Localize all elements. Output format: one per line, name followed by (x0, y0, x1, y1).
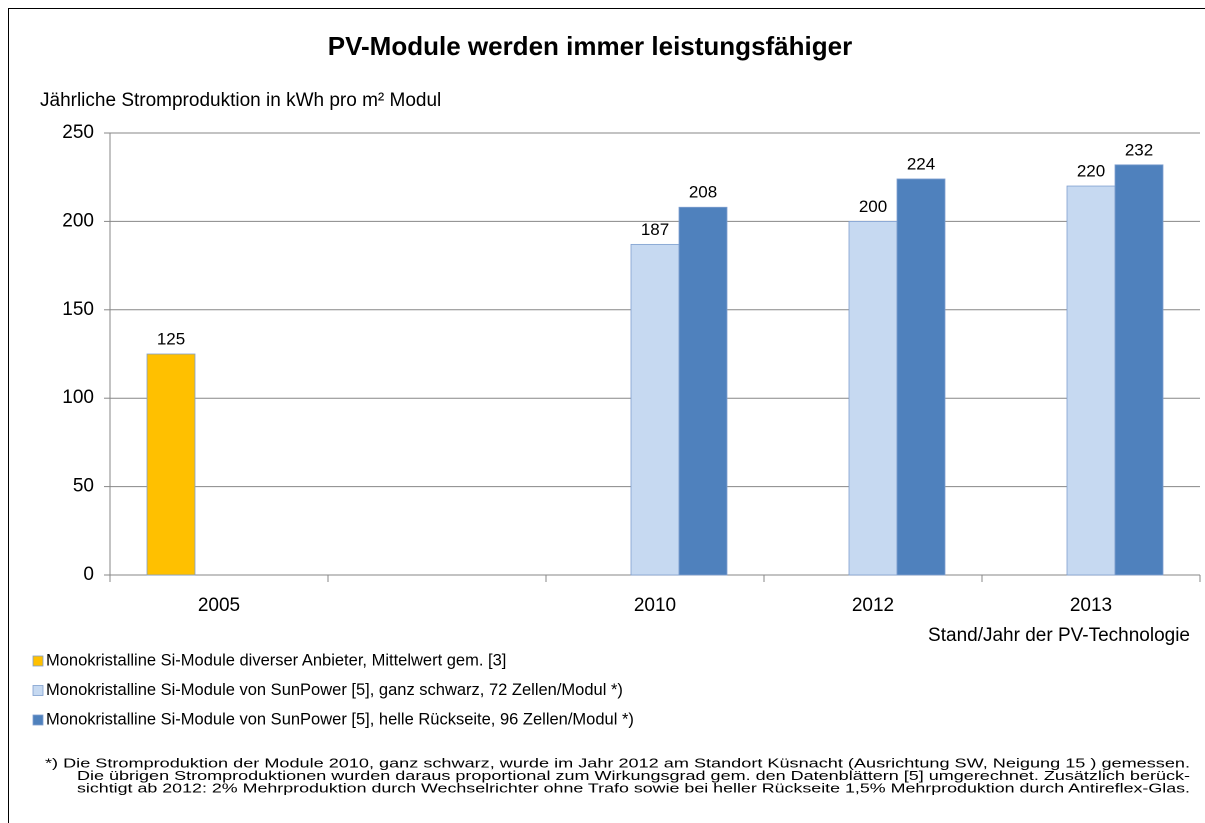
value-label: 220 (1077, 162, 1105, 181)
value-label: 232 (1125, 140, 1153, 159)
bar (678, 206, 728, 576)
footnote: sichtigt ab 2012: 2% Mehrproduktion durc… (77, 781, 1190, 795)
y-tick-label: 200 (62, 210, 94, 231)
bar (848, 220, 898, 576)
legend-label: Monokristalline Si-Module diverser Anbie… (46, 651, 506, 669)
y-tick-label: 250 (62, 122, 94, 143)
bar (1066, 185, 1116, 576)
x-tick-label: 2005 (198, 595, 240, 616)
footnote: *) Die Stromproduktion der Module 2010, … (45, 756, 1190, 770)
bar (1114, 164, 1164, 576)
bar (146, 353, 196, 576)
y-tick-label: 0 (83, 564, 94, 585)
x-tick-label: 2010 (634, 595, 676, 616)
bar (896, 178, 946, 576)
footnote: Die übrigen Stromproduktionen wurden dar… (77, 769, 1190, 783)
x-axis-label: Stand/Jahr der PV-Technologie (928, 625, 1190, 646)
value-label: 208 (689, 183, 717, 202)
x-tick-label: 2013 (1070, 595, 1112, 616)
y-tick-label: 50 (73, 476, 94, 497)
value-label: 187 (641, 220, 669, 239)
bar (630, 243, 680, 576)
y-tick-label: 100 (62, 387, 94, 408)
legend-label: Monokristalline Si-Module von SunPower [… (46, 681, 623, 699)
legend-swatch (32, 685, 44, 696)
value-label: 125 (157, 329, 185, 348)
chart-title: PV-Module werden immer leistungsfähiger (328, 31, 852, 61)
y-axis-label: Jährliche Stromproduktion in kWh pro m² … (40, 90, 441, 111)
y-tick-label: 150 (62, 299, 94, 320)
value-label: 224 (907, 154, 935, 173)
legend-swatch (32, 655, 44, 667)
value-label: 200 (859, 197, 887, 216)
legend-swatch (32, 714, 44, 726)
x-tick-label: 2012 (852, 595, 894, 616)
frame (8, 8, 1205, 823)
legend-label: Monokristalline Si-Module von SunPower [… (46, 710, 634, 728)
